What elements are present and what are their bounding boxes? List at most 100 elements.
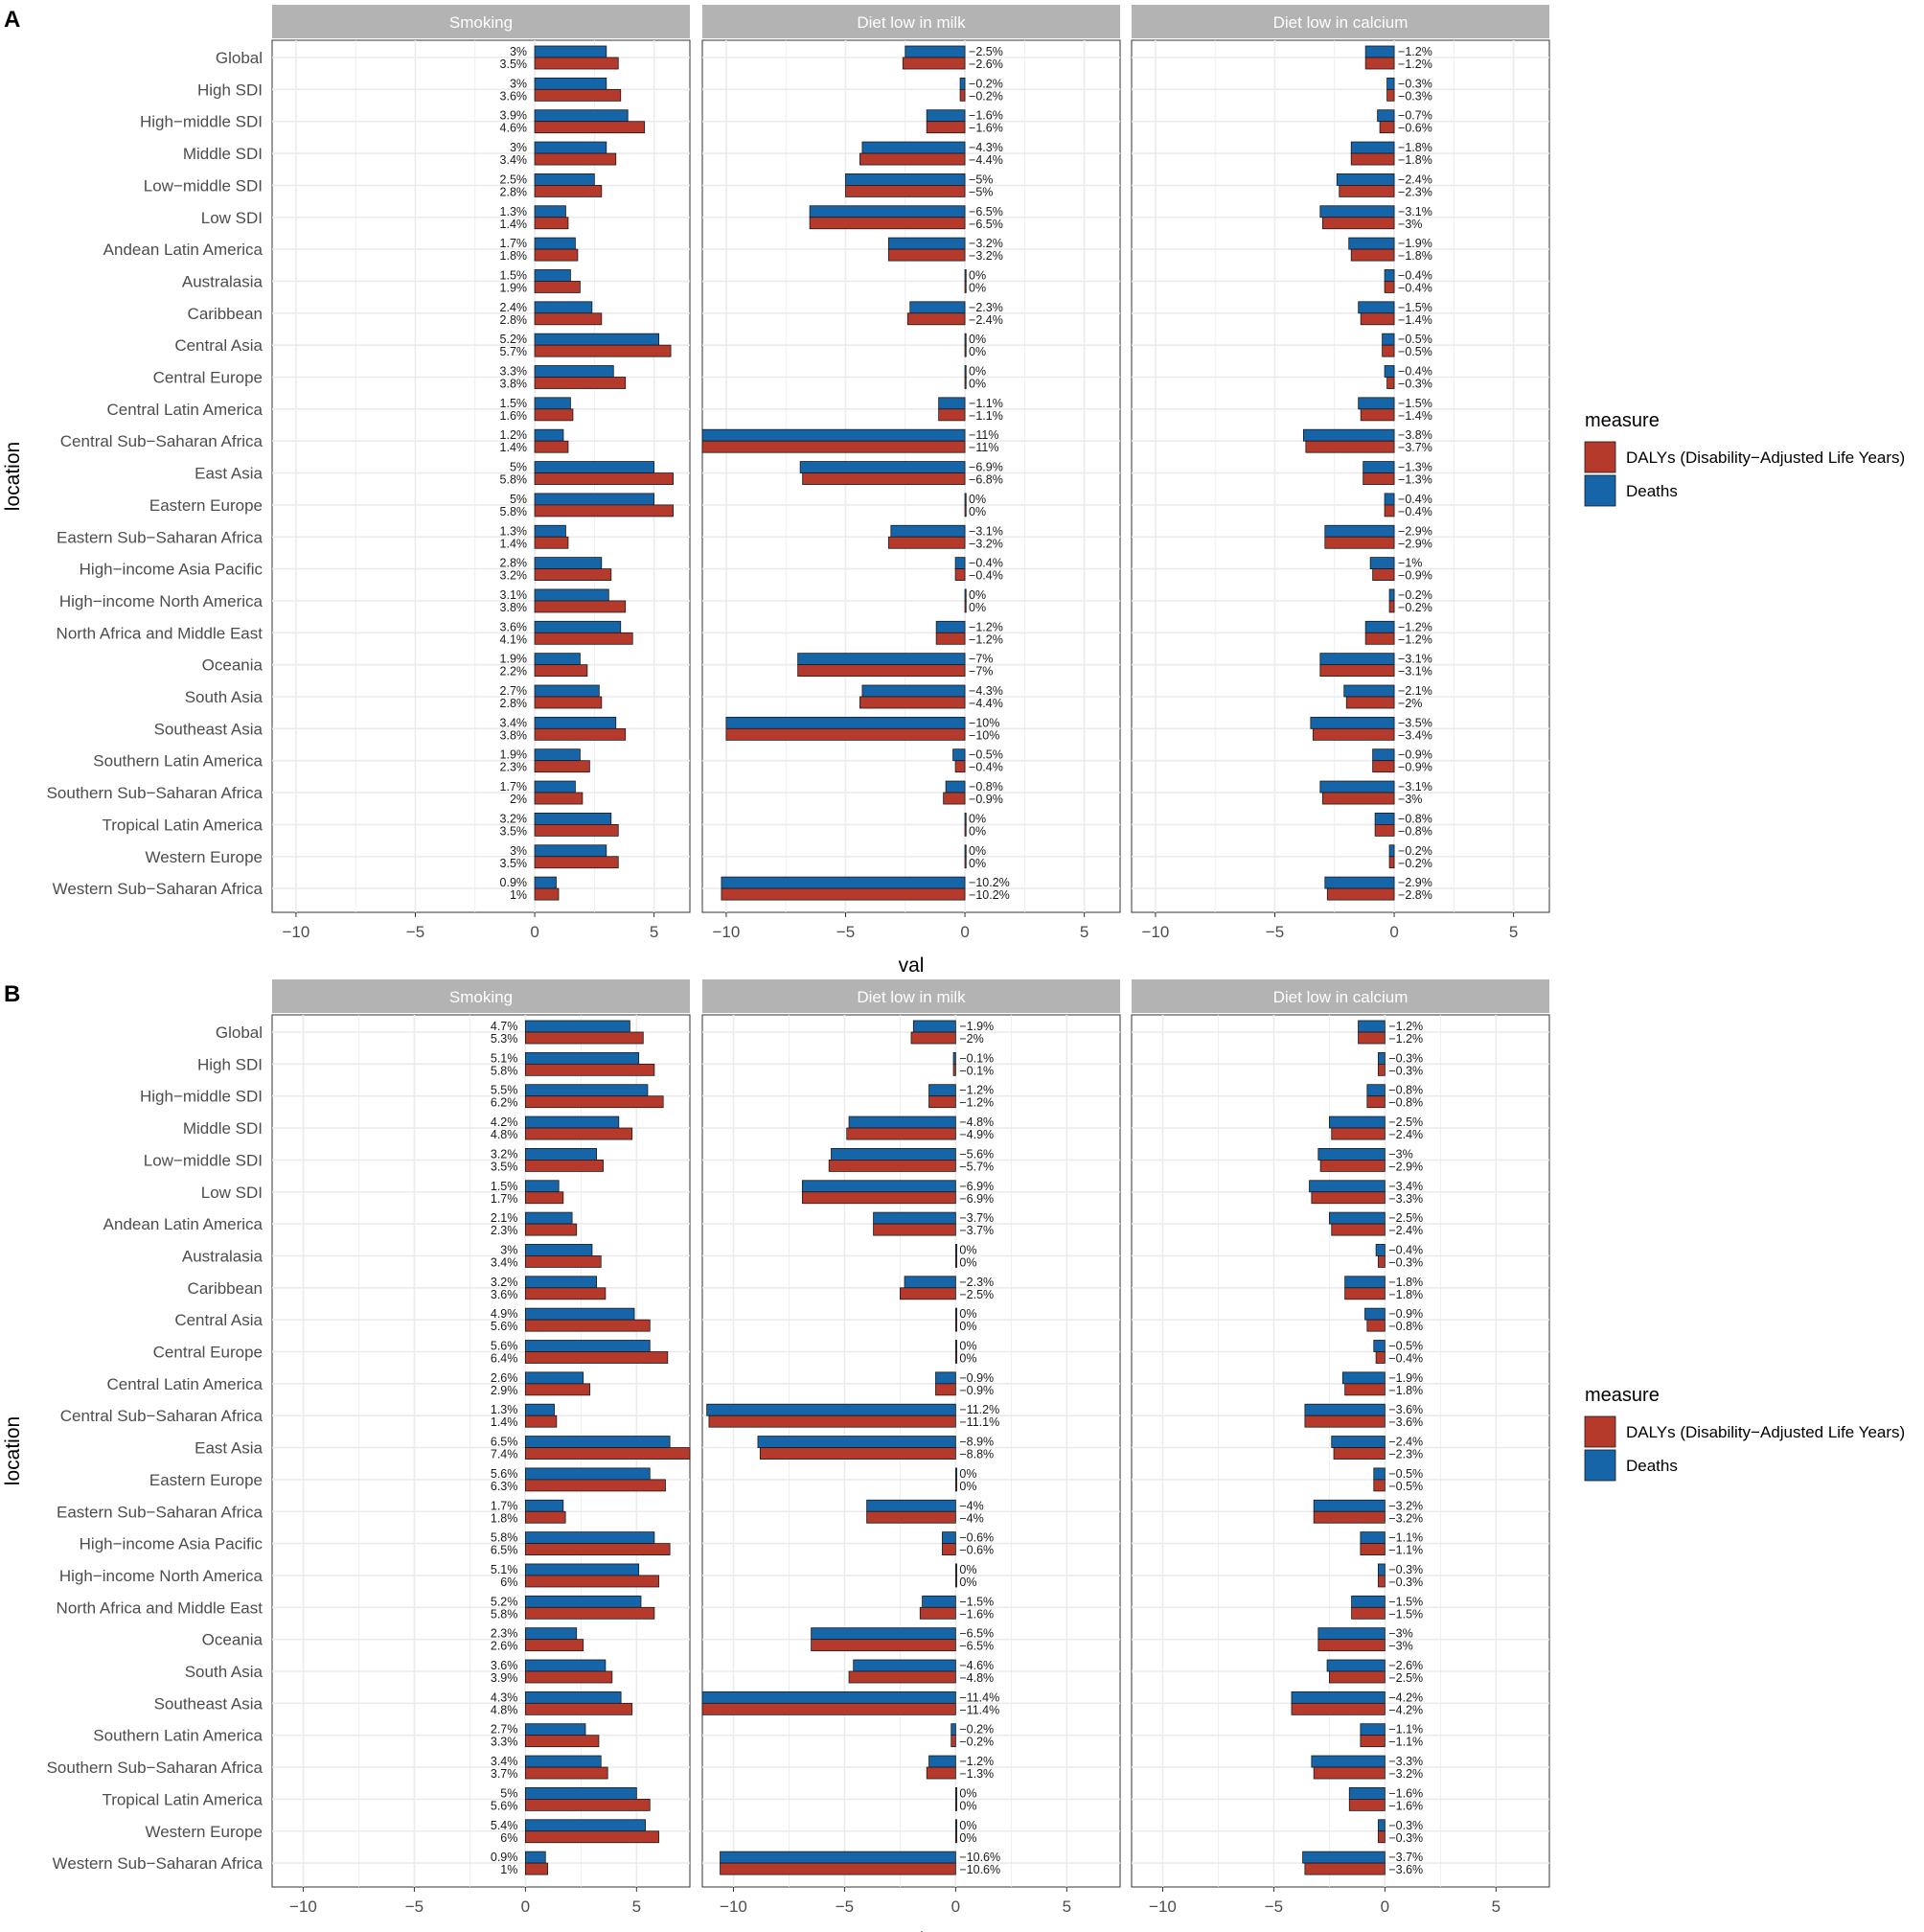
data-label-deaths: −0.2% bbox=[1398, 588, 1432, 602]
bar-deaths bbox=[534, 684, 600, 698]
data-label-dalys: −2.9% bbox=[1398, 537, 1432, 550]
bar-dalys bbox=[524, 1223, 578, 1236]
data-label-dalys: 2.3% bbox=[491, 1224, 518, 1237]
data-label-dalys: −0.9% bbox=[1398, 569, 1432, 583]
bar-deaths bbox=[954, 1244, 957, 1256]
data-label-deaths: 6.5% bbox=[491, 1436, 518, 1449]
data-label-deaths: −0.4% bbox=[1398, 268, 1432, 282]
data-label-dalys: −3.2% bbox=[969, 537, 1003, 550]
data-label-dalys: −0.3% bbox=[1398, 89, 1432, 103]
bar-dalys bbox=[1358, 1031, 1386, 1045]
data-label-deaths: −10% bbox=[969, 716, 999, 729]
data-label-deaths: −0.4% bbox=[1398, 365, 1432, 379]
data-label-dalys: −2.6% bbox=[969, 58, 1003, 71]
data-label-dalys: −1.8% bbox=[1388, 1384, 1423, 1397]
data-label-dalys: −4% bbox=[959, 1511, 983, 1525]
bar-deaths bbox=[1360, 1723, 1386, 1736]
bar-dalys bbox=[1333, 1447, 1386, 1460]
bar-deaths bbox=[1375, 1244, 1386, 1256]
data-label-deaths: −0.8% bbox=[1388, 1084, 1423, 1097]
data-label-deaths: −0.3% bbox=[1388, 1819, 1423, 1832]
bar-deaths bbox=[928, 1084, 956, 1097]
x-tick-label: 5 bbox=[1080, 923, 1088, 941]
data-label-dalys: −0.5% bbox=[1398, 345, 1432, 358]
data-label-dalys: −11.1% bbox=[959, 1415, 999, 1429]
data-label-deaths: −1.1% bbox=[1388, 1723, 1423, 1736]
data-label-dalys: 3.5% bbox=[500, 824, 528, 838]
bar-dalys bbox=[848, 1670, 956, 1684]
data-label-deaths: −1% bbox=[1398, 557, 1422, 570]
bar-dalys bbox=[1313, 1510, 1386, 1524]
bar-deaths bbox=[1373, 1340, 1386, 1352]
bar-deaths bbox=[887, 237, 966, 250]
category-label: Caribbean bbox=[188, 305, 263, 323]
data-label-deaths: −0.5% bbox=[1398, 333, 1432, 346]
bar-deaths bbox=[1378, 1819, 1386, 1832]
bar-dalys bbox=[701, 1702, 956, 1715]
data-label-deaths: 0% bbox=[969, 365, 986, 379]
data-label-deaths: 2.3% bbox=[491, 1627, 518, 1641]
data-label-dalys: 1.6% bbox=[500, 409, 528, 423]
bar-dalys bbox=[534, 377, 627, 389]
data-label-dalys: 2.6% bbox=[491, 1640, 518, 1653]
data-label-deaths: −3.2% bbox=[1388, 1499, 1423, 1512]
data-label-dalys: 6.2% bbox=[491, 1096, 518, 1110]
bar-dalys bbox=[524, 1639, 584, 1652]
bar-deaths bbox=[1329, 1211, 1386, 1225]
bar-deaths bbox=[954, 1819, 957, 1832]
data-label-deaths: −0.8% bbox=[969, 780, 1003, 794]
facet-title: Smoking bbox=[449, 988, 513, 1006]
data-label-dalys: 0% bbox=[959, 1352, 976, 1366]
data-label-deaths: −0.2% bbox=[969, 77, 1003, 90]
data-label-dalys: −1.1% bbox=[1388, 1544, 1423, 1557]
bar-dalys bbox=[524, 1255, 602, 1268]
data-label-deaths: 0.9% bbox=[491, 1851, 518, 1864]
x-tick-label: −10 bbox=[282, 923, 309, 941]
facet-title: Diet low in milk bbox=[857, 13, 966, 32]
bar-dalys bbox=[942, 1543, 956, 1555]
data-label-deaths: 2.4% bbox=[500, 301, 528, 314]
data-label-dalys: 6% bbox=[500, 1831, 517, 1845]
legend-key-dalys bbox=[1584, 441, 1616, 473]
category-label: Tropical Latin America bbox=[102, 816, 263, 834]
data-label-deaths: 1.7% bbox=[500, 780, 528, 794]
bar-dalys bbox=[1344, 1383, 1386, 1396]
bar-dalys bbox=[1311, 1191, 1386, 1205]
data-label-dalys: 0% bbox=[959, 1255, 976, 1269]
bar-dalys bbox=[534, 281, 581, 293]
bar-deaths bbox=[524, 1051, 640, 1065]
bar-deaths bbox=[534, 301, 593, 314]
data-label-dalys: −3.7% bbox=[959, 1224, 994, 1237]
data-label-dalys: −0.3% bbox=[1388, 1064, 1423, 1077]
panel-tag: B bbox=[4, 981, 20, 1007]
category-label: Middle SDI bbox=[183, 1119, 263, 1138]
data-label-dalys: 2% bbox=[510, 793, 527, 806]
bar-deaths bbox=[524, 1851, 546, 1864]
bar-deaths bbox=[1302, 428, 1395, 442]
bar-dalys bbox=[534, 600, 627, 613]
data-label-deaths: 2.6% bbox=[491, 1371, 518, 1385]
bar-deaths bbox=[1324, 876, 1395, 889]
data-label-dalys: −0.4% bbox=[1398, 281, 1432, 294]
bar-deaths bbox=[534, 620, 622, 633]
bar-deaths bbox=[524, 1723, 586, 1736]
bar-dalys bbox=[524, 1479, 666, 1492]
x-tick-label: 5 bbox=[632, 1898, 641, 1916]
bar-dalys bbox=[534, 504, 674, 518]
category-label: Low−middle SDI bbox=[144, 176, 263, 195]
data-label-dalys: 0% bbox=[959, 1480, 976, 1493]
bar-dalys bbox=[964, 856, 967, 869]
bar-deaths bbox=[1360, 1531, 1386, 1544]
bar-dalys bbox=[1363, 472, 1395, 485]
bar-deaths bbox=[1348, 1787, 1386, 1800]
data-label-dalys: −4.2% bbox=[1388, 1703, 1423, 1716]
x-tick-label: −10 bbox=[1141, 923, 1169, 941]
category-label: Oceania bbox=[202, 656, 263, 675]
data-label-dalys: −3.2% bbox=[969, 249, 1003, 263]
bar-dalys bbox=[534, 856, 619, 869]
bar-dalys bbox=[926, 121, 966, 134]
data-label-deaths: 3.4% bbox=[500, 716, 528, 729]
data-label-deaths: −3.2% bbox=[969, 237, 1003, 250]
data-label-deaths: −1.6% bbox=[969, 109, 1003, 123]
legend-label-deaths: Deaths bbox=[1626, 482, 1678, 500]
